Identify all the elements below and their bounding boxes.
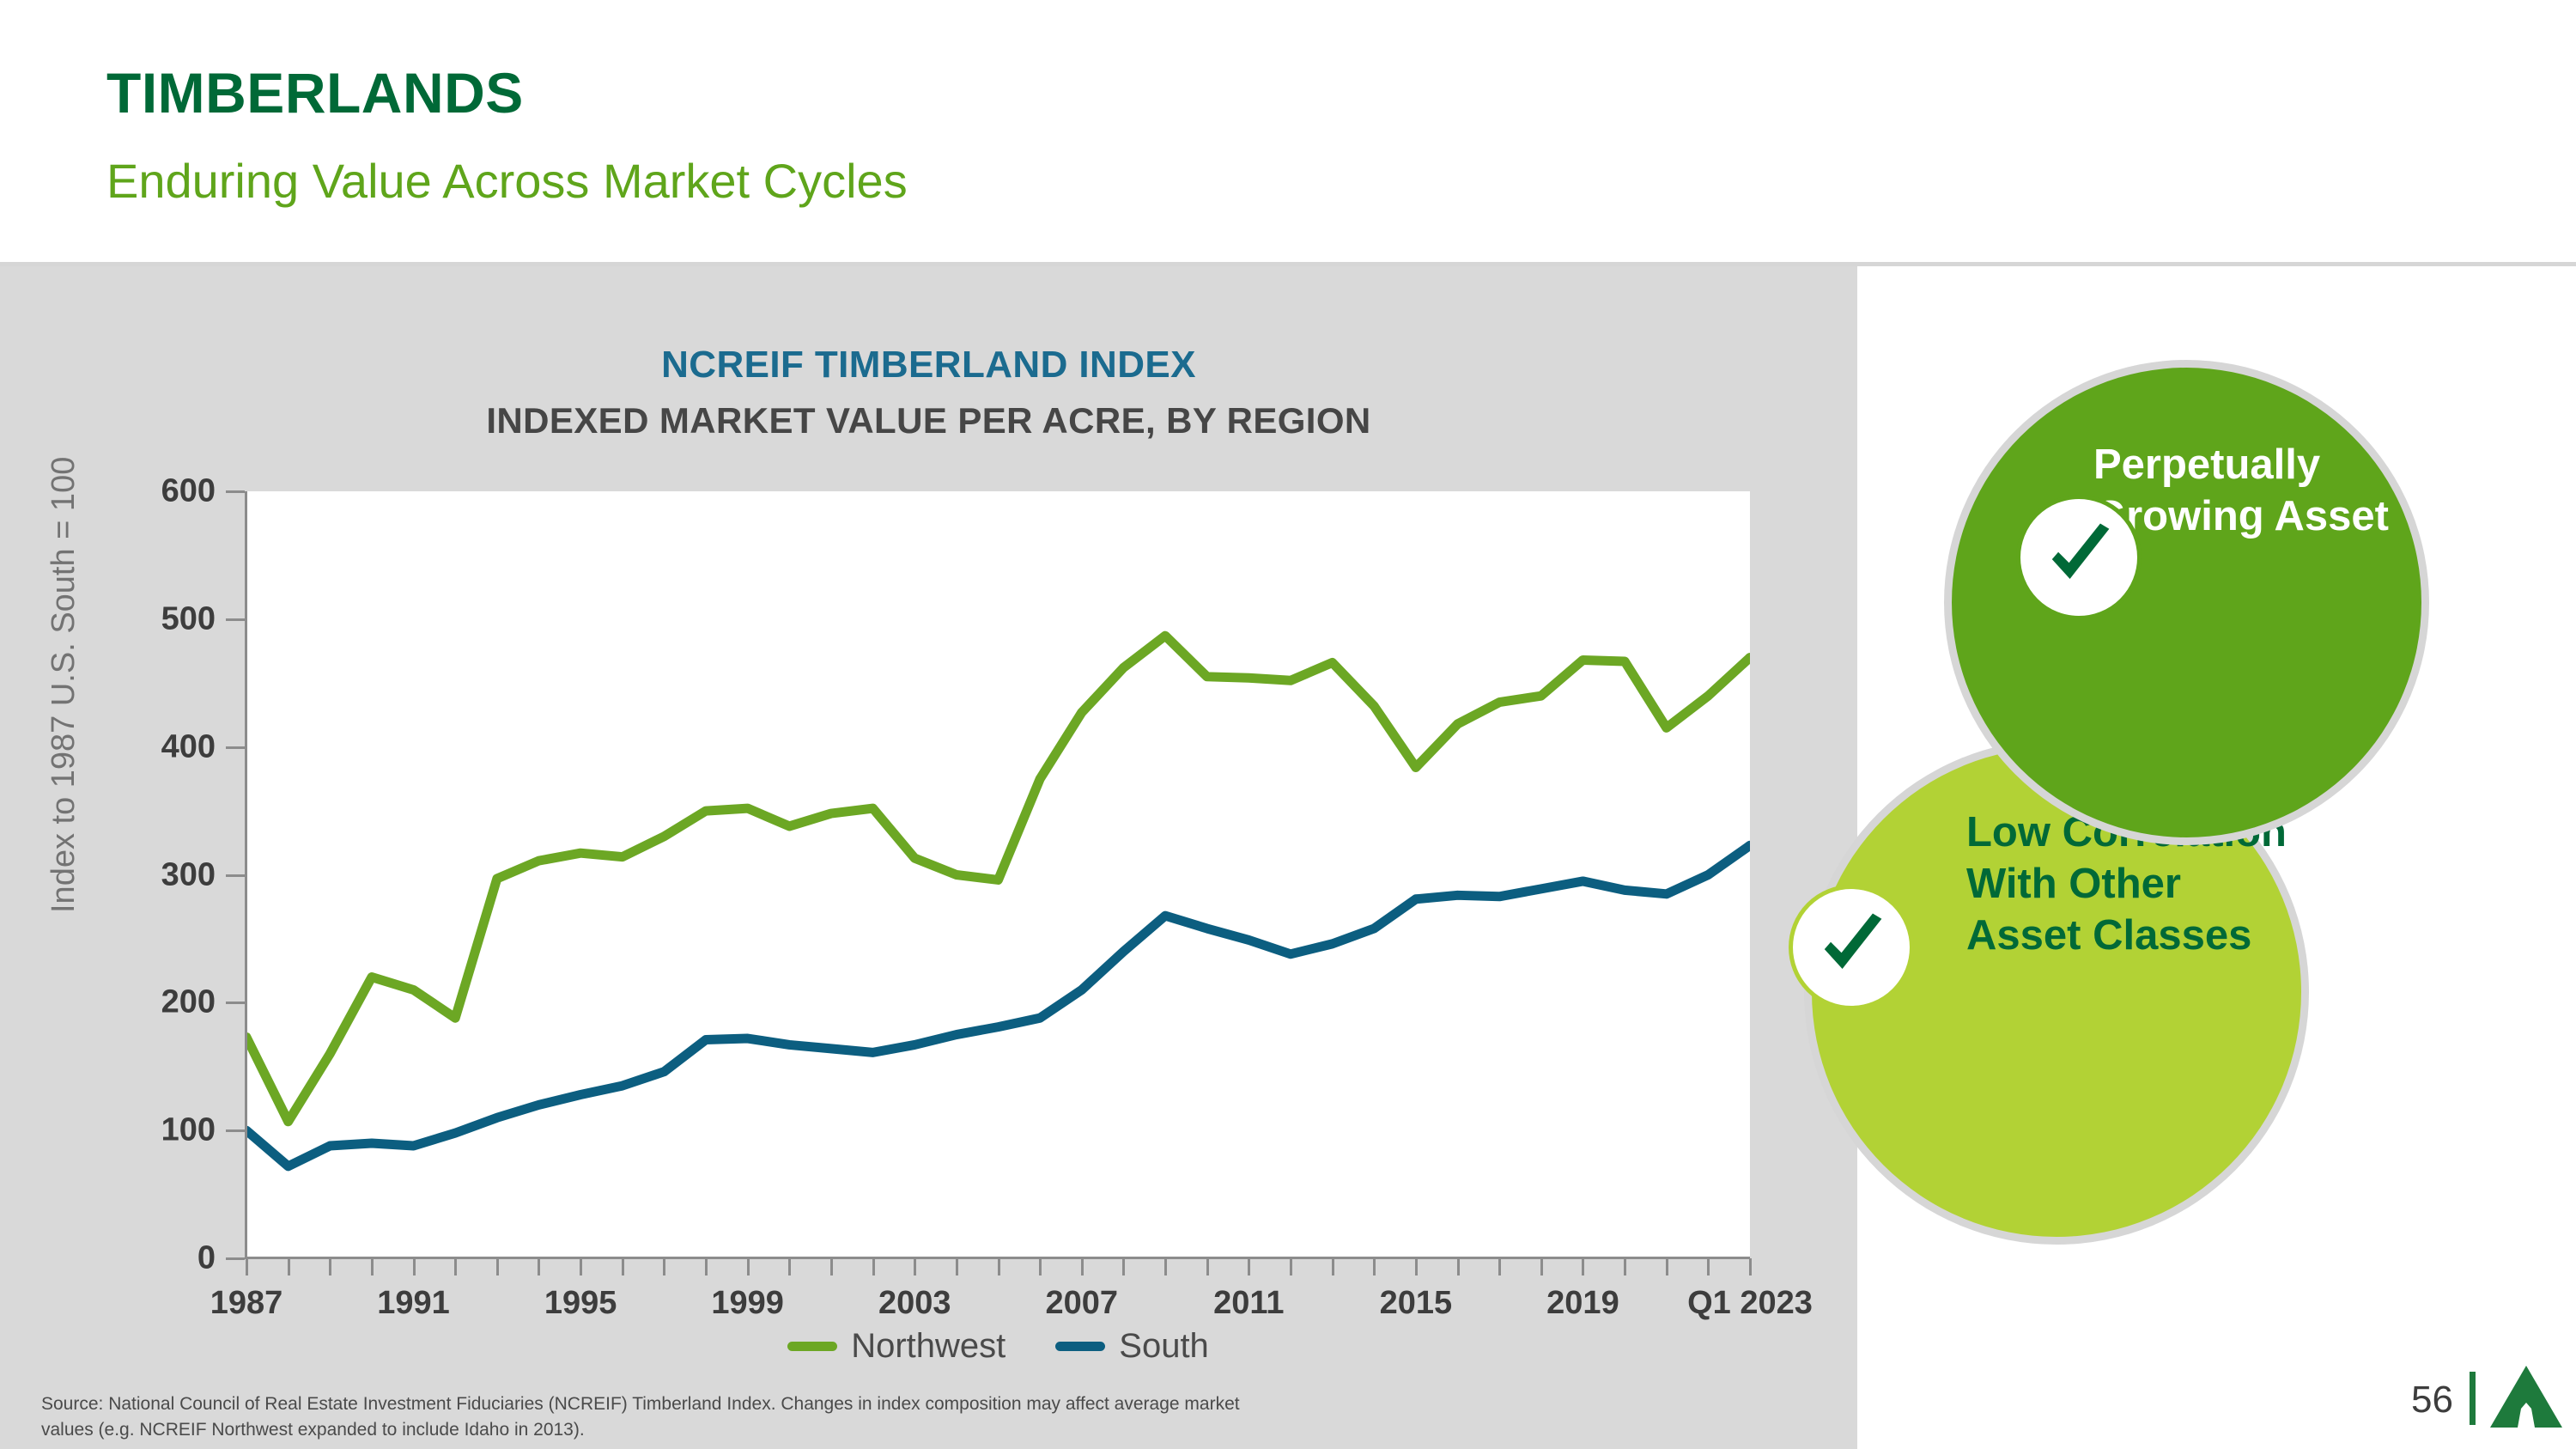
x-axis-tick	[1122, 1258, 1126, 1275]
callout-bubble-perpetually-growing[interactable]: Perpetually Growing Asset	[1952, 368, 2421, 837]
x-axis-tick-label: 1991	[377, 1285, 450, 1321]
y-axis-tick	[226, 1257, 245, 1260]
x-axis-tick	[1289, 1258, 1292, 1275]
y-axis-tick	[226, 874, 245, 877]
x-axis-tick	[580, 1258, 583, 1275]
x-axis-tick	[370, 1258, 374, 1275]
page-number: 56	[2411, 1379, 2453, 1421]
x-axis-tick	[1749, 1258, 1752, 1275]
y-axis-tick-label: 400	[161, 728, 216, 765]
x-axis-tick	[914, 1258, 917, 1275]
x-axis-tick	[246, 1258, 248, 1275]
x-axis-tick-label: 1987	[210, 1285, 283, 1321]
x-axis-tick	[1164, 1258, 1168, 1275]
x-axis-tick	[1039, 1258, 1042, 1275]
chart-plot-area: 0 100 200 300 400 500 600 1987 1991 1995 1999 2003…	[161, 473, 1813, 1322]
check-icon	[2016, 495, 2142, 620]
weyerhaeuser-tree-logo-icon	[2490, 1366, 2562, 1428]
x-axis-line	[245, 1257, 1750, 1259]
check-icon	[1789, 885, 1914, 1010]
x-axis-tick-label: 2015	[1379, 1285, 1453, 1321]
x-axis-tick	[788, 1258, 792, 1275]
y-axis-tick-label: 100	[161, 1111, 216, 1148]
y-axis-tick	[226, 490, 245, 493]
x-axis-tick	[454, 1258, 458, 1275]
x-axis-tick	[1665, 1258, 1668, 1275]
x-axis-tick	[955, 1258, 958, 1275]
x-axis-tick	[1080, 1258, 1084, 1275]
x-axis-tick	[1414, 1258, 1418, 1275]
x-axis-tick-label: 2019	[1546, 1285, 1619, 1321]
legend-item-south[interactable]: South	[1055, 1327, 1209, 1366]
x-axis-tick	[1331, 1258, 1334, 1275]
y-axis-tick-label: 500	[161, 600, 216, 637]
x-axis-tick	[1498, 1258, 1502, 1275]
y-axis-tick-label: 200	[161, 983, 216, 1020]
x-axis-tick-label: 2003	[878, 1285, 951, 1321]
x-axis-tick	[621, 1258, 624, 1275]
y-axis-tick	[226, 1002, 245, 1005]
x-axis-tick	[1582, 1258, 1585, 1275]
x-axis-tick	[1540, 1258, 1543, 1275]
chart-lines	[246, 491, 1750, 1258]
x-axis-tick-label: 2007	[1045, 1285, 1119, 1321]
page-title: TIMBERLANDS	[106, 61, 524, 125]
header-divider	[0, 262, 2576, 266]
legend-swatch	[787, 1342, 838, 1351]
y-axis-tick	[226, 618, 245, 621]
chart-heading-group: NCREIF TIMBERLAND INDEX INDEXED MARKET V…	[0, 344, 1857, 441]
x-axis-tick	[1624, 1258, 1627, 1275]
chart-series-south	[246, 845, 1750, 1166]
y-axis-line	[245, 491, 247, 1258]
legend-label: Northwest	[851, 1327, 1006, 1365]
page-subtitle: Enduring Value Across Market Cycles	[106, 154, 908, 208]
x-axis-tick	[872, 1258, 875, 1275]
y-axis-tick-label: 0	[197, 1239, 216, 1276]
source-note: Source: National Council of Real Estate …	[41, 1394, 1240, 1440]
x-axis-tick	[829, 1258, 833, 1275]
x-axis-tick	[705, 1258, 708, 1275]
chart-series-northwest	[246, 636, 1750, 1122]
chart-subtitle: INDEXED MARKET VALUE PER ACRE, BY REGION	[486, 400, 1371, 441]
x-axis-tick	[663, 1258, 666, 1275]
footer-divider	[2470, 1372, 2476, 1425]
x-axis-tick	[538, 1258, 541, 1275]
callout-bubble-label: Perpetually Growing Asset	[2093, 441, 2389, 539]
y-axis-title: Index to 1987 U.S. South = 100	[46, 456, 82, 913]
x-axis-tick-label: Q1 2023	[1687, 1285, 1813, 1321]
x-axis-tick-label: 2011	[1213, 1285, 1285, 1321]
x-axis-tick	[1456, 1258, 1460, 1275]
slide-header: TIMBERLANDS Enduring Value Across Market…	[0, 0, 2576, 266]
x-axis-tick	[1373, 1258, 1376, 1275]
x-axis-tick	[329, 1258, 332, 1275]
legend-item-northwest[interactable]: Northwest	[787, 1327, 1005, 1366]
chart-legend: Northwest South	[246, 1327, 1750, 1366]
x-axis-tick-label: 1999	[711, 1285, 784, 1321]
chart-title: NCREIF TIMBERLAND INDEX	[661, 344, 1196, 386]
legend-label: South	[1119, 1327, 1209, 1365]
x-axis-tick-label: 1995	[544, 1285, 617, 1321]
x-axis-tick	[746, 1258, 750, 1275]
x-axis-tick	[495, 1258, 499, 1275]
x-axis-tick	[412, 1258, 416, 1275]
x-axis-tick	[1206, 1258, 1209, 1275]
y-axis-tick-label: 600	[161, 472, 216, 509]
legend-swatch	[1055, 1342, 1106, 1351]
x-axis-tick	[997, 1258, 1000, 1275]
y-axis-tick-label: 300	[161, 856, 216, 892]
x-axis-tick	[1248, 1258, 1251, 1275]
y-axis-tick	[226, 746, 245, 749]
x-axis-tick	[287, 1258, 290, 1275]
y-axis-tick	[226, 1129, 245, 1133]
x-axis-tick	[1707, 1258, 1710, 1275]
